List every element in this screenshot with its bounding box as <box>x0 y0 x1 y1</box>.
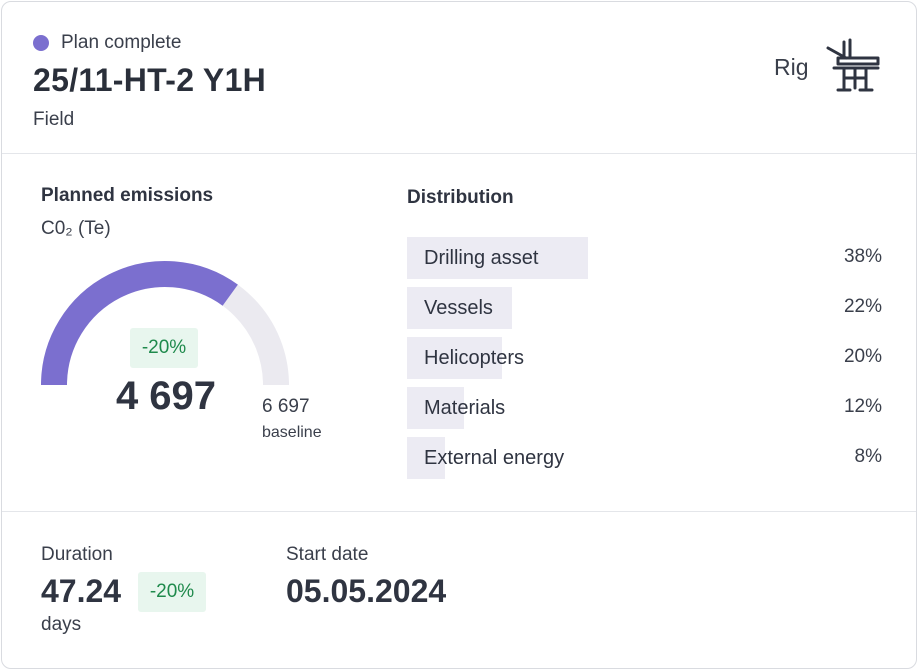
emissions-change-badge: -20% <box>130 328 198 368</box>
header-divider <box>2 153 916 154</box>
start-date-value: 05.05.2024 <box>286 573 447 609</box>
baseline-label: baseline <box>262 424 322 441</box>
rig-label: Rig <box>774 54 809 80</box>
distribution-label: External energy <box>424 447 565 469</box>
start-date-title: Start date <box>286 544 369 565</box>
distribution-row-helicopters: Helicopters 20% <box>407 337 883 379</box>
footer-divider <box>2 511 916 512</box>
distribution-label: Materials <box>424 397 506 419</box>
emissions-gauge <box>41 261 289 386</box>
distribution-label: Vessels <box>424 297 493 319</box>
plan-status: Plan complete <box>33 32 181 54</box>
duration-unit: days <box>41 614 82 635</box>
distribution-bar <box>407 237 588 279</box>
emissions-unit: C0₂ (Te) <box>41 218 111 239</box>
oil-rig-icon <box>826 38 880 92</box>
distribution-bar <box>407 387 465 429</box>
gauge-fill <box>41 261 238 386</box>
emissions-title: Planned emissions <box>41 185 214 206</box>
distribution-label: Helicopters <box>424 347 525 369</box>
distribution-row-vessels: Vessels 22% <box>407 287 883 329</box>
duration-change-badge: -20% <box>138 572 206 612</box>
status-dot <box>33 35 49 51</box>
distribution-bar <box>407 437 446 479</box>
duration-title: Duration <box>41 544 113 565</box>
distribution-bar <box>407 287 512 329</box>
distribution-title: Distribution <box>407 187 514 208</box>
distribution-bar <box>407 337 503 379</box>
emissions-value: 4 697 <box>115 374 217 418</box>
distribution-row-materials: Materials 12% <box>407 387 883 429</box>
baseline-value: 6 697 <box>262 396 310 417</box>
distribution-percent: 22% <box>843 296 882 317</box>
distribution-percent: 12% <box>843 396 882 417</box>
distribution-percent: 8% <box>854 446 882 467</box>
well-name: 25/11-HT-2 Y1H <box>33 62 267 98</box>
status-text: Plan complete <box>61 32 182 53</box>
distribution-label: Drilling asset <box>424 247 539 269</box>
field-label: Field <box>33 109 75 130</box>
distribution-percent: 20% <box>843 346 882 367</box>
duration-value: 47.24 <box>41 573 122 609</box>
distribution-row-drilling: Drilling asset 38% <box>407 237 883 279</box>
distribution-percent: 38% <box>843 246 882 267</box>
distribution-row-external-energy: External energy 8% <box>407 437 883 479</box>
